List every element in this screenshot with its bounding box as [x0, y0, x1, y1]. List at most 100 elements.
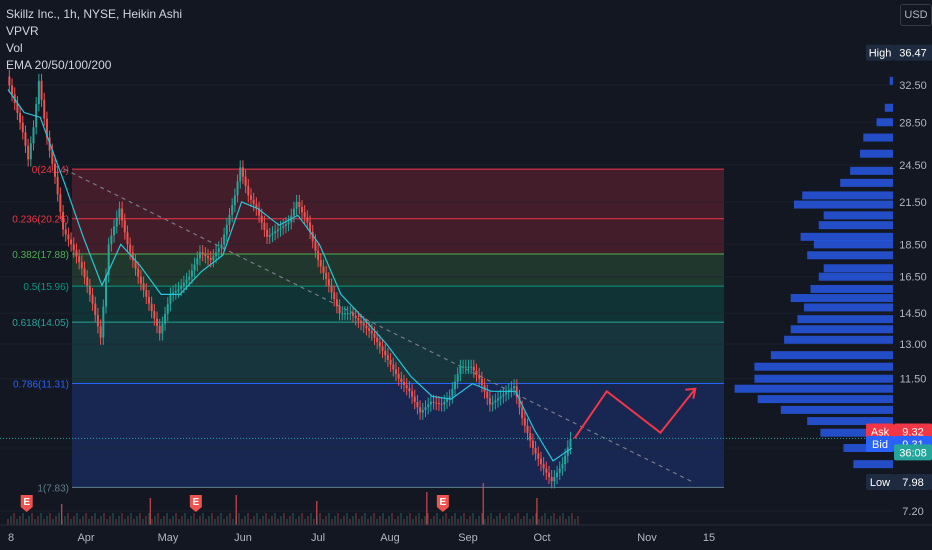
candle-body — [223, 234, 226, 245]
volume-profile-bar — [754, 362, 893, 371]
symbol-title[interactable]: Skillz Inc., 1h, NYSE, Heikin Ashi — [6, 7, 183, 21]
candle-body — [413, 396, 416, 402]
fib-level-label: 0.618(14.05) — [12, 318, 69, 329]
candle-body — [126, 232, 129, 245]
candle-body — [193, 264, 196, 271]
price-axis-label: 28.50 — [899, 117, 927, 129]
candle-body — [150, 303, 153, 312]
volume-profile-bar — [794, 200, 893, 209]
candle-body — [196, 258, 199, 265]
candle-body — [550, 477, 553, 482]
candle-body — [145, 290, 148, 297]
candle-body — [499, 396, 502, 399]
earnings-marker — [436, 495, 449, 512]
candle-body — [27, 145, 30, 160]
candle-body — [405, 385, 408, 389]
candle-body — [16, 103, 19, 113]
candle-body — [123, 220, 126, 233]
candle-body — [166, 304, 169, 314]
candle-body — [212, 256, 215, 261]
candle-body — [376, 337, 379, 343]
volume-profile-bar — [876, 118, 893, 127]
fib-zone — [72, 286, 724, 323]
candle-body — [502, 394, 505, 397]
volume-profile-bar — [790, 294, 893, 303]
candle-body — [287, 222, 290, 225]
candle-body — [185, 279, 188, 283]
volume-profile-bar — [797, 315, 893, 324]
candle-body — [129, 244, 132, 253]
candle-body — [464, 366, 467, 368]
candle-body — [429, 401, 432, 405]
volume-profile-bar — [734, 384, 893, 393]
candle-body — [180, 285, 183, 289]
high-tag — [866, 44, 894, 61]
candle-body — [260, 215, 263, 223]
fib-level-label: 0.382(17.88) — [12, 250, 69, 261]
indicator-vol[interactable]: Vol — [6, 41, 23, 55]
indicator-vpvr[interactable]: VPVR — [6, 24, 39, 38]
volume-profile-bar — [823, 264, 893, 273]
fib-zone — [72, 169, 724, 219]
candle-body — [384, 350, 387, 356]
candle-body — [19, 112, 22, 123]
candle-body — [104, 275, 107, 307]
candle-body — [40, 80, 43, 100]
candle-body — [86, 277, 89, 286]
candle-body — [153, 311, 156, 319]
candle-body — [427, 404, 430, 408]
candle-body — [59, 194, 62, 212]
candle-body — [437, 403, 440, 405]
price-axis-label: 16.50 — [899, 272, 927, 284]
volume-profile-bar — [803, 303, 893, 312]
volume-profile-bar — [889, 76, 893, 85]
candle-body — [515, 386, 518, 397]
low-tag — [866, 473, 894, 490]
candle-body — [67, 234, 70, 240]
candle-body — [110, 235, 113, 245]
candle-body — [298, 201, 301, 208]
candle-body — [309, 222, 312, 232]
ask-value: 9.32 — [902, 427, 923, 439]
ask-value-box — [894, 423, 932, 440]
earnings-marker — [189, 495, 202, 512]
low-tag-label: Low — [870, 477, 890, 489]
candle-body — [526, 425, 529, 434]
candle-body — [408, 388, 411, 392]
candle-body — [394, 369, 397, 375]
candle-body — [491, 402, 494, 405]
low-value-box — [894, 473, 932, 490]
candle-body — [451, 389, 454, 397]
candle-body — [357, 318, 360, 321]
candle-body — [94, 303, 97, 315]
indicator-ema[interactable]: EMA 20/50/100/200 — [6, 58, 112, 72]
volume-profile-bar — [784, 335, 893, 344]
candle-body — [392, 364, 395, 370]
price-axis-label: 21.50 — [899, 197, 927, 209]
time-axis-label: Sep — [458, 532, 478, 544]
candle-body — [88, 285, 91, 295]
candle-body — [72, 244, 75, 251]
candle-body — [177, 288, 180, 291]
high-tag-label: High — [869, 48, 892, 60]
currency-button[interactable]: USD — [900, 4, 932, 26]
volume-profile-bar — [850, 166, 893, 175]
candle-body — [475, 370, 478, 375]
candle-body — [303, 212, 306, 218]
candle-body — [284, 224, 287, 226]
candle-body — [370, 330, 373, 334]
candle-body — [239, 167, 242, 182]
fib-level-label: 0.236(20.26) — [12, 215, 69, 226]
candle-body — [190, 270, 193, 277]
candle-body — [445, 399, 448, 402]
candle-body — [292, 208, 295, 216]
time-axis-label: Jul — [311, 532, 325, 544]
candle-body — [523, 418, 526, 426]
candle-body — [343, 313, 346, 315]
candle-body — [378, 342, 381, 347]
candle-body — [78, 256, 81, 263]
candle-body — [207, 256, 210, 259]
candle-body — [459, 366, 462, 375]
candle-body — [258, 208, 261, 216]
